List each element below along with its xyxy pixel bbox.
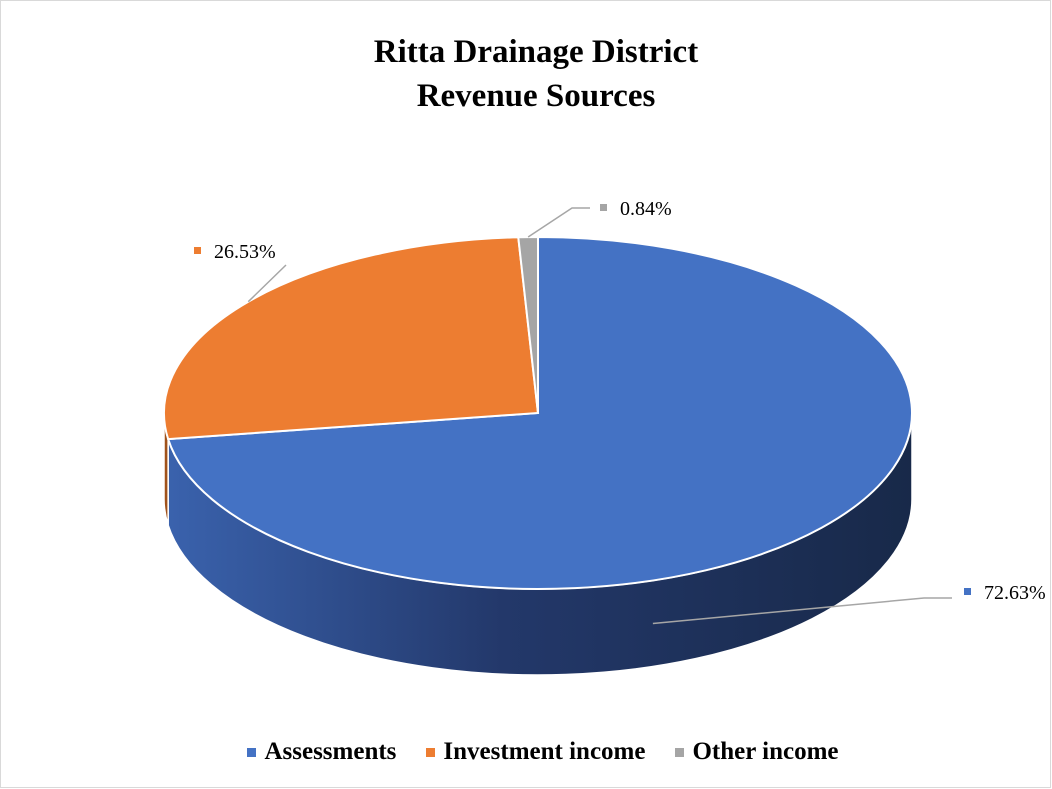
data-label-marker-other-income [600,204,607,211]
pie-slice-assessments [166,235,913,590]
legend-swatch-investment-income [426,747,436,757]
pie-slice-investment-income [163,236,540,441]
chart-title-line-2: Revenue Sources [416,78,656,114]
legend-swatch-other-income [675,747,685,757]
data-label-investment-income: 26.53% [214,241,276,263]
legend: Assessments Investment income Other inco… [0,738,1052,766]
legend-item-investment-income: Investment income [426,738,645,766]
data-label-assessments: 72.63% [984,582,1046,604]
legend-label-assessments: Assessments [264,738,397,765]
legend-swatch-assessments [247,747,257,757]
data-label-marker-assessments [964,588,971,595]
legend-label-other-income: Other income [692,738,839,765]
data-label-marker-investment-income [194,247,201,254]
legend-label-investment-income: Investment income [443,738,646,765]
data-label-other-income: 0.84% [620,198,672,220]
legend-item-other-income: Other income [675,738,839,766]
leader-line-investment-income [247,264,287,303]
chart-title-line-1: Ritta Drainage District [373,34,699,70]
leader-line-assessments [652,597,952,625]
chart-title: Ritta Drainage District Revenue Sources [0,30,1052,118]
leader-line-other-income [527,207,590,238]
legend-item-assessments: Assessments [247,738,396,766]
